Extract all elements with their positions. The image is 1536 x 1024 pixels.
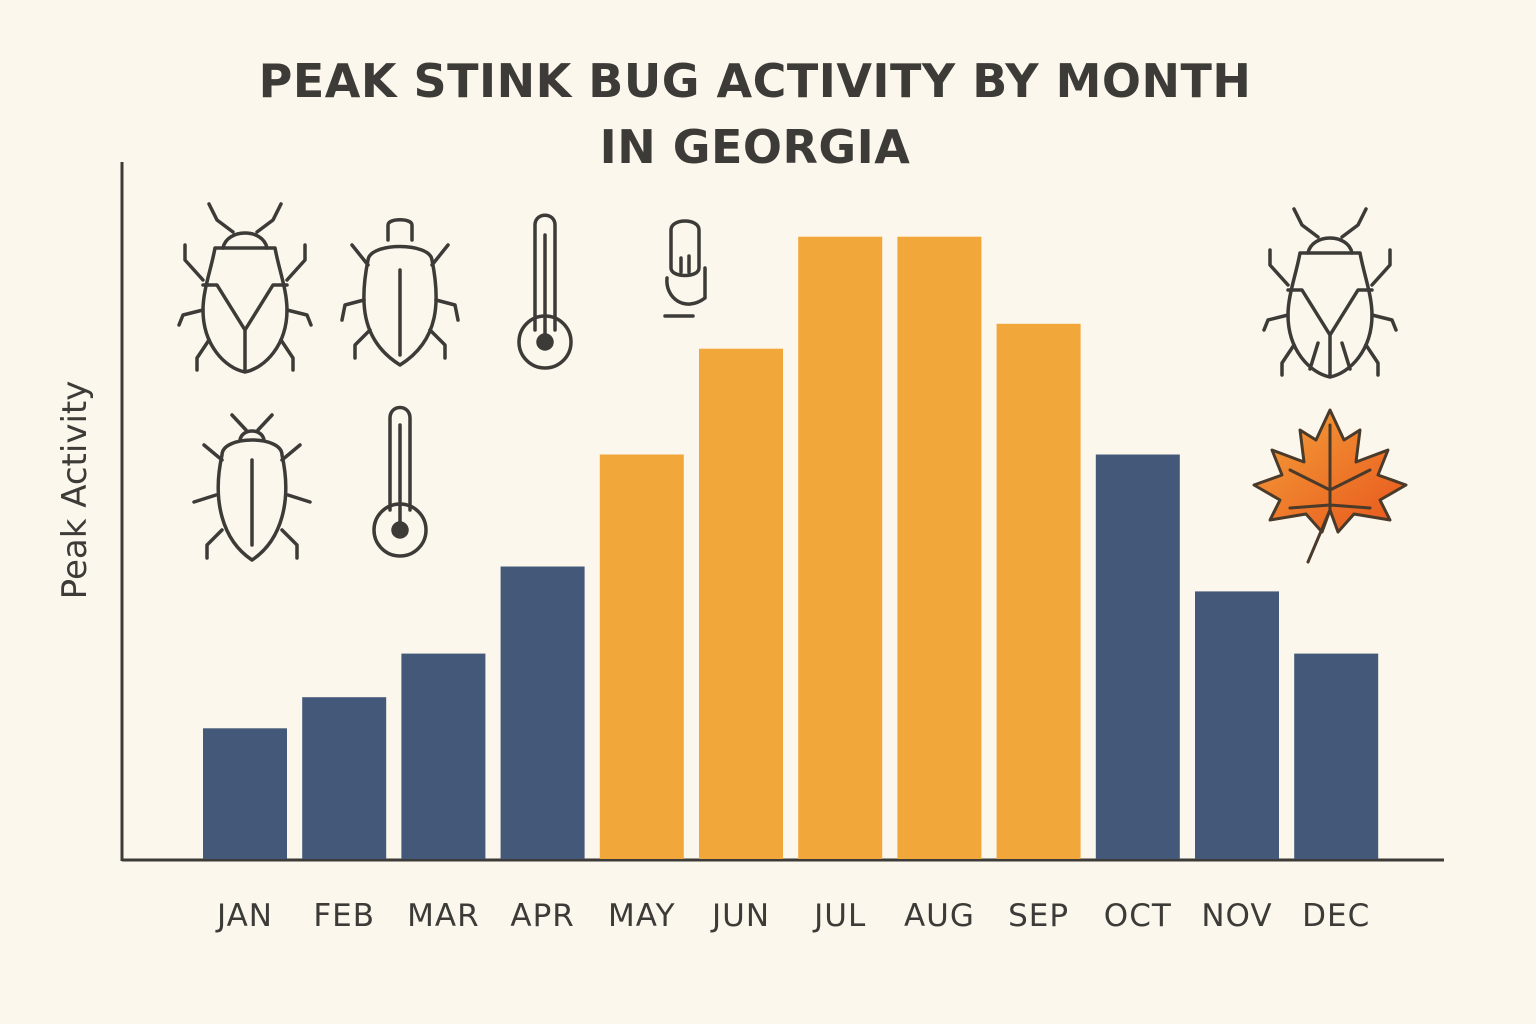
x-tick-label-mar: MAR	[407, 898, 480, 934]
x-tick-label-jul: JUL	[812, 898, 866, 934]
bar-sep	[996, 323, 1081, 859]
bar-oct	[1095, 454, 1180, 859]
stink-bug-icon-small	[663, 219, 707, 318]
x-tick-label-sep: SEP	[1008, 898, 1069, 934]
chart-title-line-2: IN GEORGIA	[599, 120, 911, 174]
x-tick-label-aug: AUG	[904, 898, 975, 934]
chart-title-line-1: PEAK STINK BUG ACTIVITY BY MONTH	[258, 54, 1252, 108]
beetle-icon-2	[192, 413, 312, 562]
bar-aug	[897, 236, 982, 859]
bar-feb	[302, 697, 387, 859]
y-axis-label: Peak Activity	[55, 381, 95, 600]
bars-group	[203, 236, 1379, 859]
x-tick-label-dec: DEC	[1302, 898, 1370, 934]
bar-jun	[699, 348, 783, 859]
x-tick-label-feb: FEB	[313, 898, 375, 934]
thermometer-icon	[517, 213, 573, 370]
x-tick-label-apr: APR	[510, 898, 574, 934]
bar-dec	[1294, 653, 1379, 859]
bar-apr	[500, 566, 585, 859]
x-tick-label-oct: OCT	[1104, 898, 1172, 934]
beetle-icon	[340, 218, 460, 367]
x-tick-label-nov: NOV	[1201, 898, 1272, 934]
thermometer-icon-2	[372, 405, 428, 558]
bar-jul	[798, 236, 883, 859]
bar-may	[599, 454, 684, 859]
bar-mar	[401, 653, 486, 859]
maple-leaf-icon	[1252, 408, 1408, 564]
bar-nov	[1195, 591, 1279, 859]
bar-jan	[203, 728, 287, 859]
x-tick-label-jun: JUN	[710, 898, 770, 934]
x-tick-labels: JAN FEB MAR APR MAY JUN JUL AUG SEP OCT NOV DEC	[215, 898, 1370, 934]
chart-title: PEAK STINK BUG ACTIVITY BY MONTH IN GEOR…	[0, 48, 1510, 180]
x-tick-label-jan: JAN	[215, 898, 273, 934]
stink-bug-icon-right	[1262, 207, 1398, 379]
stink-bug-icon	[177, 202, 313, 374]
x-tick-label-may: MAY	[608, 898, 675, 934]
